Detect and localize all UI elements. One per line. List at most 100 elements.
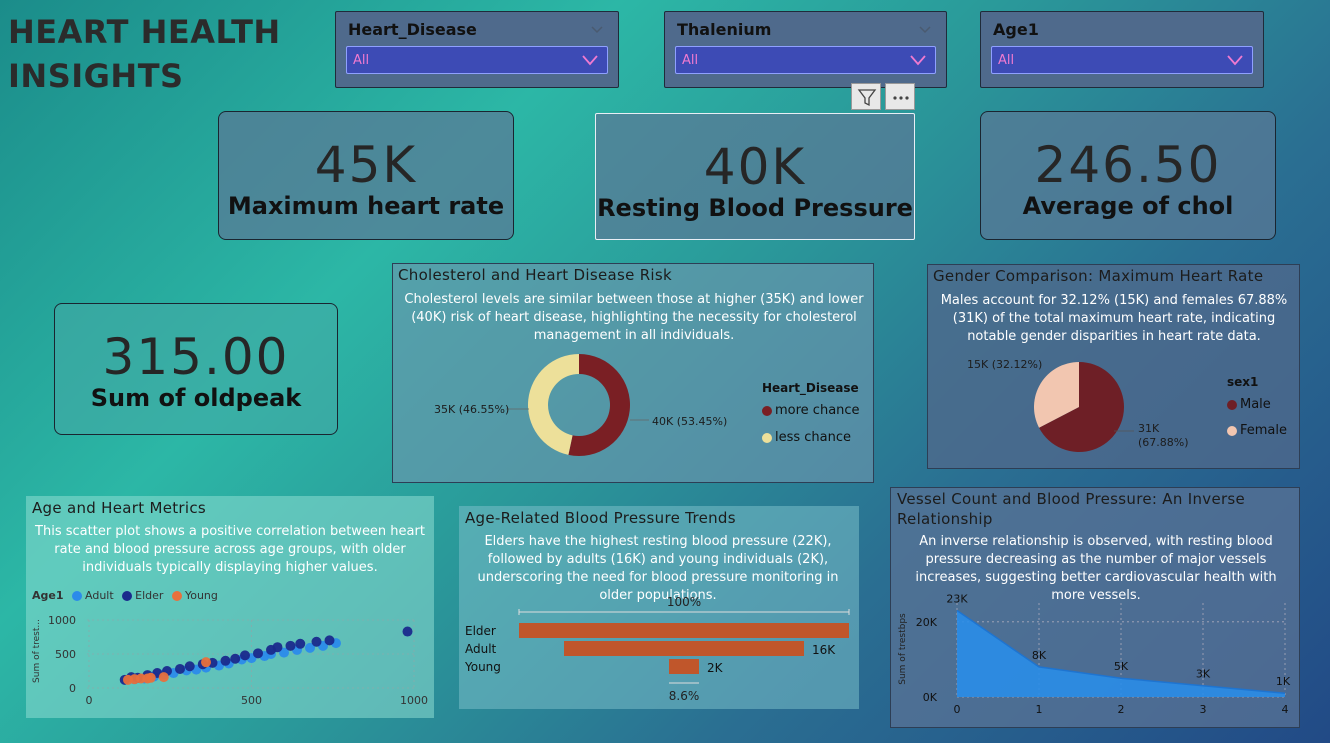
legend-title: Age1 bbox=[32, 589, 64, 602]
funnel-category-label: Elder bbox=[465, 624, 496, 638]
area-chart[interactable]: 23K 8K 5K 3K 1K 0 1 2 3 4 20K 0K Sum of trestbps bbox=[891, 593, 1301, 723]
legend-title: Heart_Disease bbox=[762, 381, 859, 395]
slicer-dropdown[interactable]: All bbox=[675, 46, 936, 74]
chevron-down-icon[interactable] bbox=[918, 22, 932, 36]
panel-title: Age-Related Blood Pressure Trends bbox=[465, 509, 736, 527]
vessel-panel[interactable]: Vessel Count and Blood Pressure: An Inve… bbox=[890, 487, 1300, 728]
chevron-down-icon[interactable] bbox=[590, 22, 604, 36]
pie-slice-female bbox=[1034, 362, 1079, 428]
scatter-point-elder bbox=[402, 626, 413, 637]
kpi-label: Maximum heart rate bbox=[227, 192, 505, 220]
scatter-point-elder bbox=[311, 636, 322, 647]
x-tick-label: 1000 bbox=[400, 694, 428, 707]
legend-label: Male bbox=[1240, 397, 1271, 412]
kpi-value: 40K bbox=[703, 138, 807, 196]
scatter-point-young bbox=[145, 672, 156, 683]
donut-label-less-chance: 35K (46.55%) bbox=[434, 403, 510, 416]
scatter-point-elder bbox=[272, 642, 283, 653]
legend-label: Adult bbox=[85, 589, 114, 602]
legend-title: sex1 bbox=[1227, 375, 1259, 389]
donut-slice-more-chance bbox=[568, 354, 630, 456]
pie-slice-male bbox=[1039, 362, 1124, 452]
panel-title-line: Vessel Count and Blood Pressure: An Inve… bbox=[897, 490, 1246, 508]
data-label: 3K bbox=[1196, 668, 1211, 681]
kpi-card-resting-bp[interactable]: 40K Resting Blood Pressure bbox=[595, 113, 915, 240]
scatter-point-elder bbox=[175, 663, 185, 674]
x-tick-label: 3 bbox=[1200, 703, 1207, 716]
legend-label: more chance bbox=[775, 403, 860, 418]
data-label: 1K bbox=[1276, 675, 1291, 688]
slicer-label: Thalenium bbox=[677, 20, 772, 39]
scatter-panel[interactable]: Age and Heart Metrics This scatter plot … bbox=[26, 496, 434, 718]
legend-dot bbox=[72, 591, 83, 601]
scatter-point-elder bbox=[240, 650, 250, 661]
slicer-value: All bbox=[998, 53, 1015, 68]
legend-dot bbox=[171, 591, 182, 601]
panel-title: Age and Heart Metrics bbox=[32, 499, 207, 517]
legend-dot bbox=[122, 591, 133, 601]
kpi-label: Average of chol bbox=[1022, 192, 1234, 220]
x-tick-label: 500 bbox=[241, 694, 262, 707]
legend-item-more-chance[interactable]: more chance bbox=[762, 403, 860, 418]
legend-item-less-chance[interactable]: less chance bbox=[762, 430, 851, 445]
scatter-point-elder bbox=[285, 640, 296, 651]
legend-label: Young bbox=[184, 589, 218, 602]
kpi-label: Resting Blood Pressure bbox=[597, 194, 913, 222]
slicer-label: Heart_Disease bbox=[348, 20, 477, 39]
scatter-point-young bbox=[201, 657, 211, 668]
kpi-card-sum-oldpeak[interactable]: 315.00 Sum of oldpeak bbox=[54, 303, 338, 435]
filter-button[interactable] bbox=[851, 83, 881, 110]
y-tick-label: 20K bbox=[916, 616, 938, 629]
gender-panel[interactable]: Gender Comparison: Maximum Heart Rate Ma… bbox=[927, 264, 1300, 469]
funnel-chart[interactable]: 100% Elder Adult 16K Young 2K 8.6% bbox=[459, 591, 859, 709]
y-tick-label: 0 bbox=[69, 682, 76, 695]
kpi-card-max-heart-rate[interactable]: 45K Maximum heart rate bbox=[218, 111, 514, 240]
donut-chart[interactable] bbox=[393, 354, 875, 474]
cholesterol-panel[interactable]: Cholesterol and Heart Disease Risk Chole… bbox=[392, 263, 874, 483]
filter-icon bbox=[857, 89, 877, 107]
y-axis-label: Sum of trestbps bbox=[898, 613, 908, 685]
legend-dot bbox=[1227, 425, 1237, 436]
slicer-thalenium[interactable]: Thalenium All bbox=[664, 11, 947, 88]
scatter-point-elder bbox=[295, 638, 306, 649]
legend-item-male[interactable]: Male bbox=[1227, 397, 1271, 412]
legend-label: less chance bbox=[775, 430, 852, 445]
scatter-point-elder bbox=[324, 635, 335, 646]
legend-dot bbox=[762, 405, 772, 416]
x-tick-label: 1 bbox=[1036, 703, 1043, 716]
panel-description: An inverse relationship is observed, wit… bbox=[915, 534, 1277, 603]
panel-description: This scatter plot shows a positive corre… bbox=[35, 524, 425, 575]
more-options-button[interactable] bbox=[885, 83, 915, 110]
scatter-point-elder bbox=[253, 648, 263, 659]
data-label: 23K bbox=[946, 593, 968, 606]
slicer-age1[interactable]: Age1 All bbox=[980, 11, 1264, 88]
x-tick-label: 4 bbox=[1282, 703, 1289, 716]
pie-label-male-pct: (67.88%) bbox=[1138, 436, 1189, 449]
y-tick-label: 1000 bbox=[48, 614, 76, 627]
y-axis-label: Sum of trest... bbox=[32, 619, 42, 683]
x-tick-label: 0 bbox=[954, 703, 961, 716]
pie-label-female: 15K (32.12%) bbox=[967, 358, 1043, 371]
funnel-panel[interactable]: Age-Related Blood Pressure Trends Elders… bbox=[459, 506, 859, 709]
legend-item-female[interactable]: Female bbox=[1227, 423, 1287, 438]
data-label: 8K bbox=[1032, 649, 1047, 662]
panel-title: Cholesterol and Heart Disease Risk bbox=[398, 266, 672, 284]
area-line bbox=[956, 609, 1286, 694]
scatter-point-adult bbox=[305, 642, 315, 653]
slicer-label: Age1 bbox=[993, 20, 1039, 39]
panel-description: Elders have the highest resting blood pr… bbox=[477, 534, 839, 603]
slicer-dropdown[interactable]: All bbox=[991, 46, 1253, 74]
scatter-chart[interactable]: Sum of trest... 1000 500 00 500 1000 bbox=[26, 606, 434, 718]
scatter-legend: Age1 Adult Elder Young bbox=[32, 589, 218, 602]
legend-dot bbox=[1227, 399, 1237, 410]
panel-title-line: Relationship bbox=[897, 510, 993, 528]
slicer-heart-disease[interactable]: Heart_Disease All bbox=[335, 11, 619, 88]
pie-chart[interactable] bbox=[928, 355, 1301, 465]
chevron-down-icon bbox=[1227, 55, 1243, 66]
scatter-point-elder bbox=[220, 655, 231, 666]
scatter-point-elder bbox=[184, 661, 195, 672]
kpi-card-avg-chol[interactable]: 246.50 Average of chol bbox=[980, 111, 1276, 240]
legend-dot bbox=[762, 432, 772, 443]
scatter-point-elder bbox=[230, 653, 241, 664]
slicer-dropdown[interactable]: All bbox=[346, 46, 608, 74]
